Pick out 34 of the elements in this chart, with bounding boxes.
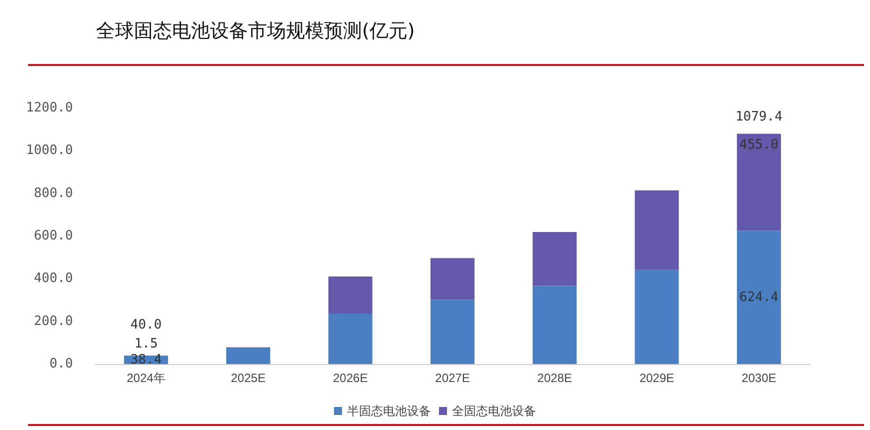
bar	[736, 230, 781, 364]
total-label: 40.0	[130, 317, 162, 332]
y-tick-label: 200.0	[34, 314, 73, 329]
y-tick-label: 0.0	[50, 356, 73, 372]
legend-label: 全固态电池设备	[452, 404, 536, 418]
bar	[328, 276, 372, 314]
y-tick-label: 600.0	[34, 228, 73, 244]
data-label: 455.0	[739, 138, 778, 153]
y-tick-label: 1000.0	[26, 143, 73, 158]
bar	[430, 300, 474, 364]
x-tick-label: 2025E	[230, 371, 266, 385]
data-label: 1.5	[134, 336, 158, 352]
bar	[634, 190, 679, 270]
bar	[532, 286, 577, 364]
bar	[736, 134, 781, 231]
bar	[430, 258, 474, 300]
data-label: 38.4	[130, 352, 162, 368]
total-label: 1079.4	[735, 110, 783, 125]
y-tick-label: 400.0	[34, 271, 73, 286]
bar	[532, 232, 577, 286]
x-tick-label: 2027E	[435, 371, 470, 385]
x-tick-label: 2028E	[537, 371, 572, 385]
y-tick-label: 800.0	[34, 186, 73, 201]
bar	[328, 313, 372, 364]
legend-label: 半固态电池设备	[347, 404, 431, 418]
x-tick-label: 2026E	[333, 371, 368, 385]
x-tick-label: 2029E	[639, 371, 674, 385]
chart-title: 全球固态电池设备市场规模预测(亿元)	[96, 19, 415, 44]
bar	[634, 270, 679, 364]
x-tick-label: 2030E	[742, 371, 776, 385]
bar	[226, 348, 270, 364]
y-tick-label: 1200.0	[26, 100, 73, 116]
x-tick-label: 2024年	[126, 371, 166, 385]
data-label: 624.4	[739, 290, 779, 305]
